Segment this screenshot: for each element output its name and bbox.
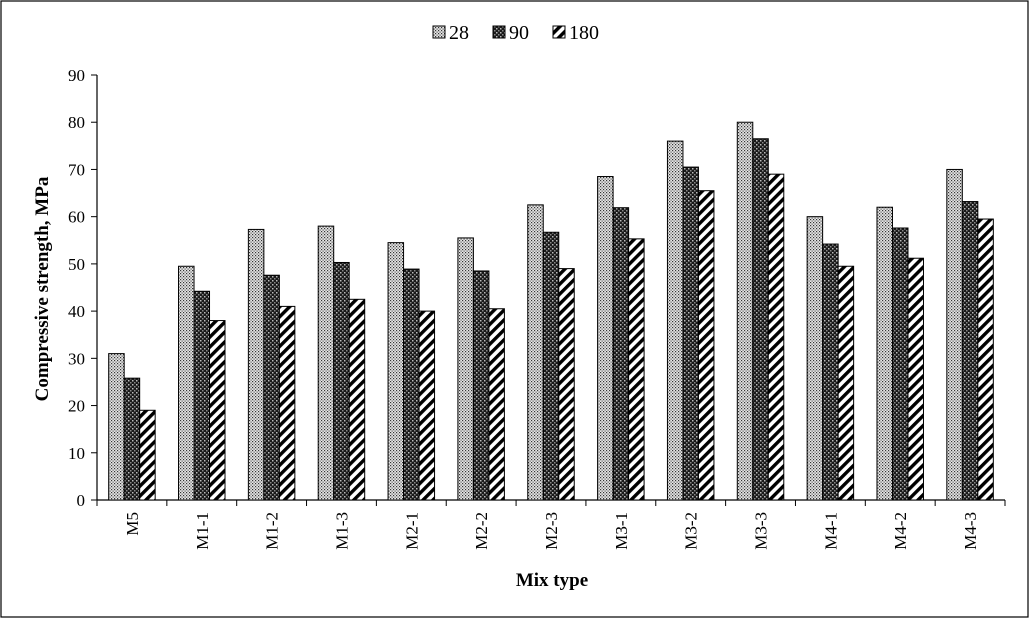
bar-28-M3-3 [736, 121, 754, 501]
legend-swatch [492, 25, 506, 39]
legend-label: 90 [509, 22, 529, 44]
legend-item: 28 [432, 22, 469, 44]
x-tick-label: M1-2 [263, 512, 282, 550]
bar-180-M5 [139, 409, 156, 501]
bar-90-M4-3 [961, 201, 979, 501]
y-tick-label: 30 [68, 349, 85, 368]
bar-180-M2-2 [488, 308, 505, 501]
bar-28-M2-3 [527, 204, 544, 501]
x-tick-label: M4-2 [891, 512, 910, 550]
bar-28-M1-3 [317, 225, 335, 501]
bar-90-M1-1 [193, 290, 211, 501]
y-tick-label: 60 [68, 208, 85, 227]
y-tick-label: 50 [68, 255, 85, 274]
y-tick-label: 20 [68, 397, 85, 416]
bar-180-M1-1 [209, 320, 226, 501]
bar-90-M2-2 [472, 270, 490, 501]
x-axis-title: Mix type [516, 570, 588, 591]
bar-28-M4-3 [946, 168, 963, 501]
bar-180-M1-2 [278, 305, 296, 501]
x-tick-label: M3-1 [612, 512, 631, 550]
bar-28-M5 [108, 353, 125, 501]
bar-90-M5 [123, 377, 141, 501]
bar-28-M1-1 [178, 265, 195, 501]
legend-swatch [432, 25, 446, 39]
y-tick-label: 40 [68, 302, 85, 321]
bar-180-M2-1 [418, 310, 436, 501]
bar-90-M4-2 [891, 227, 909, 501]
y-tick-label: 90 [68, 66, 85, 85]
y-tick-label: 70 [68, 160, 85, 179]
x-tick-label: M1-1 [193, 512, 212, 550]
legend: 28 90 180 [432, 22, 599, 44]
bar-28-M3-1 [597, 176, 614, 501]
x-tick-label: M3-2 [682, 512, 701, 550]
y-axis: 0 10 20 30 40 50 60 70 80 90 [68, 66, 98, 510]
x-tick-label: M5 [123, 512, 142, 536]
legend-swatch [552, 25, 566, 39]
bar-28-M4-1 [806, 216, 824, 501]
x-tick-label: M4-3 [961, 512, 980, 550]
bar-180-M3-2 [697, 190, 715, 501]
bar-90-M3-2 [682, 166, 699, 501]
bar-28-M3-2 [666, 140, 684, 501]
bar-180-M3-1 [628, 238, 645, 501]
bar-180-M2-3 [558, 268, 575, 501]
bar-180-M1-3 [348, 298, 366, 501]
bar-180-M3-3 [767, 173, 785, 501]
bar-90-M4-1 [822, 243, 839, 501]
legend-item: 90 [492, 22, 529, 44]
bar-90-M3-1 [612, 207, 630, 501]
bar-28-M2-2 [457, 237, 474, 501]
bar-28-M2-1 [387, 242, 405, 501]
bar-28-M4-2 [876, 206, 893, 501]
legend-item: 180 [552, 22, 599, 44]
x-tick-label: M2-2 [472, 512, 491, 550]
x-axis: M5 M1-1 M1-2 M1-3 M2-1 M2-2 M2-3 M3-1 M3-2 M3-3 M4… [96, 499, 1006, 550]
x-tick-label: M2-1 [402, 512, 421, 550]
bar-28-M1-2 [247, 228, 265, 501]
y-tick-label: 80 [68, 113, 85, 132]
bar-180-M4-1 [837, 265, 855, 501]
x-tick-label: M2-3 [542, 512, 561, 550]
bar-90-M1-3 [333, 261, 350, 501]
legend-label: 180 [569, 22, 599, 44]
y-tick-label: 0 [77, 491, 86, 510]
y-axis-title: Compressive strength, MPa [32, 176, 53, 401]
y-tick-label: 10 [68, 444, 85, 463]
x-tick-label: M3-3 [752, 512, 771, 550]
x-tick-label: M1-3 [332, 512, 351, 550]
bar-90-M2-3 [542, 231, 560, 501]
bar-180-M4-3 [977, 218, 994, 501]
bar-90-M1-2 [263, 274, 280, 501]
bar-90-M3-3 [752, 138, 769, 501]
bars-group [108, 121, 994, 501]
legend-label: 28 [449, 22, 469, 44]
x-tick-label: M4-1 [821, 512, 840, 550]
bar-90-M2-1 [403, 268, 420, 501]
bar-180-M4-2 [907, 257, 924, 501]
